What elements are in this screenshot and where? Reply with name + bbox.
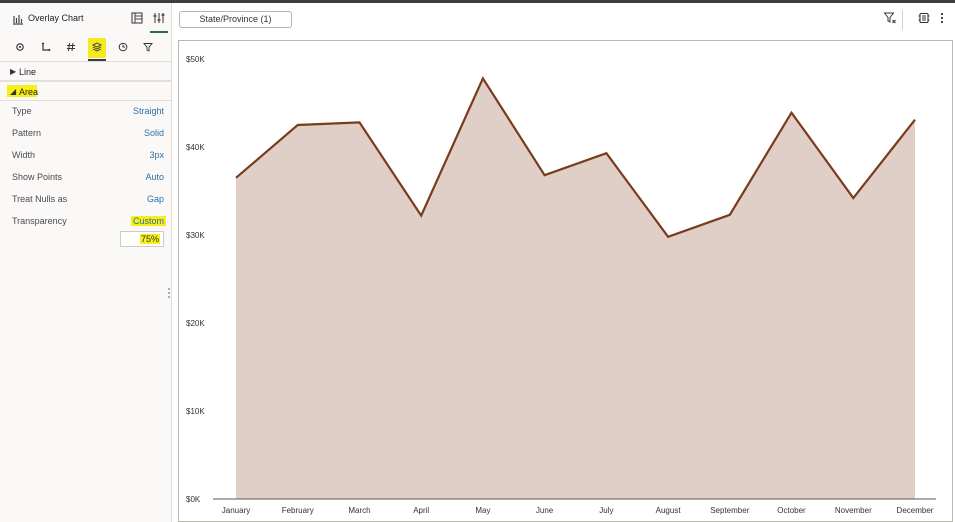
y-tick-label: $50K xyxy=(186,55,205,64)
property-name: Type xyxy=(12,106,32,116)
y-tick-label: $0K xyxy=(186,495,201,504)
section-area[interactable]: ◢ Area xyxy=(0,81,171,101)
x-tick-label: March xyxy=(348,506,370,515)
property-value-dropdown[interactable]: 3px xyxy=(149,150,164,160)
caret-down-icon: ◢ xyxy=(10,87,17,96)
top-border xyxy=(0,0,955,3)
axis-icon[interactable] xyxy=(37,38,55,58)
property-row-transparency: Transparency Custom xyxy=(0,213,171,231)
property-row-pattern: Pattern Solid xyxy=(0,125,171,143)
section-area-label: Area xyxy=(19,87,39,97)
property-value-dropdown[interactable]: Gap xyxy=(146,194,164,204)
filter-funnel-icon[interactable] xyxy=(883,11,899,27)
y-tick-label: $30K xyxy=(186,231,205,240)
property-value-dropdown[interactable]: Custom xyxy=(130,216,166,226)
property-value-dropdown[interactable]: Straight xyxy=(132,106,164,116)
filter-icon[interactable] xyxy=(139,38,157,58)
number-format-hash-icon[interactable] xyxy=(62,38,80,58)
x-tick-label: November xyxy=(835,506,872,515)
x-tick-label: December xyxy=(897,506,934,515)
y-tick-label: $10K xyxy=(186,407,205,416)
x-tick-label: February xyxy=(282,506,314,515)
property-name: Pattern xyxy=(12,128,42,138)
data-point-august[interactable] xyxy=(665,234,671,240)
filter-chip-state-province[interactable]: State/Province (1) xyxy=(179,11,292,28)
property-row-treat-nulls-as: Treat Nulls as Gap xyxy=(0,191,171,209)
panel-resize-handle[interactable] xyxy=(167,286,171,300)
caret-right-icon: ▶ xyxy=(10,67,17,76)
property-value-dropdown[interactable]: Solid xyxy=(143,128,164,138)
x-tick-label: June xyxy=(536,506,554,515)
property-row-width: Width 3px xyxy=(0,147,171,165)
x-tick-label: September xyxy=(710,506,749,515)
property-name: Treat Nulls as xyxy=(12,194,68,204)
data-layout-icon[interactable] xyxy=(128,9,146,27)
property-row-show-points: Show Points Auto xyxy=(0,169,171,187)
x-tick-label: August xyxy=(656,506,682,515)
data-point-september[interactable] xyxy=(727,212,733,218)
property-value-dropdown[interactable]: Auto xyxy=(145,172,164,182)
transparency-value: 75% xyxy=(139,234,160,244)
x-tick-label: January xyxy=(222,506,250,515)
data-point-january[interactable] xyxy=(233,175,239,181)
toolbar-divider xyxy=(902,10,903,30)
data-point-may[interactable] xyxy=(480,75,486,81)
bar-chart-icon xyxy=(12,12,24,25)
property-name: Transparency xyxy=(12,216,67,226)
transparency-input[interactable]: 75% xyxy=(120,231,164,247)
overlay-area-chart[interactable]: $0K $10K $20K $30K $40K $50K January February Ma… xyxy=(178,40,953,522)
section-line[interactable]: ▶ Line xyxy=(0,61,171,81)
settings-cog-icon[interactable] xyxy=(917,11,933,27)
property-tabs xyxy=(0,36,172,61)
x-tick-label: May xyxy=(475,506,490,515)
y-tick-label: $20K xyxy=(186,319,205,328)
data-point-march[interactable] xyxy=(357,119,363,125)
property-name: Width xyxy=(12,150,36,160)
section-line-label: Line xyxy=(19,67,37,77)
data-point-february[interactable] xyxy=(295,122,301,128)
active-tab-indicator xyxy=(150,31,168,33)
clock-icon[interactable] xyxy=(114,38,132,58)
data-point-november[interactable] xyxy=(850,195,856,201)
area-fill xyxy=(236,78,915,500)
panel-title: Overlay Chart xyxy=(28,13,84,23)
series-line xyxy=(235,76,916,239)
x-tick-label: July xyxy=(599,506,613,515)
area-highlight xyxy=(7,85,37,97)
data-point-april[interactable] xyxy=(418,213,424,219)
general-gear-icon[interactable] xyxy=(11,38,29,58)
data-point-october[interactable] xyxy=(789,110,795,116)
data-point-july[interactable] xyxy=(603,150,609,156)
property-row-type: Type Straight xyxy=(0,103,171,121)
panel-header: Overlay Chart xyxy=(0,3,172,33)
y-tick-label: $40K xyxy=(186,143,205,152)
data-point-december[interactable] xyxy=(912,117,918,123)
properties-sliders-icon[interactable] xyxy=(150,9,168,27)
data-point-june[interactable] xyxy=(542,172,548,178)
properties-panel: Overlay Chart ▶ Line xyxy=(0,3,172,522)
layers-icon[interactable] xyxy=(88,38,106,61)
x-tick-label: October xyxy=(777,506,806,515)
more-vertical-icon[interactable] xyxy=(938,11,954,27)
property-name: Show Points xyxy=(12,172,63,182)
x-tick-label: April xyxy=(413,506,429,515)
